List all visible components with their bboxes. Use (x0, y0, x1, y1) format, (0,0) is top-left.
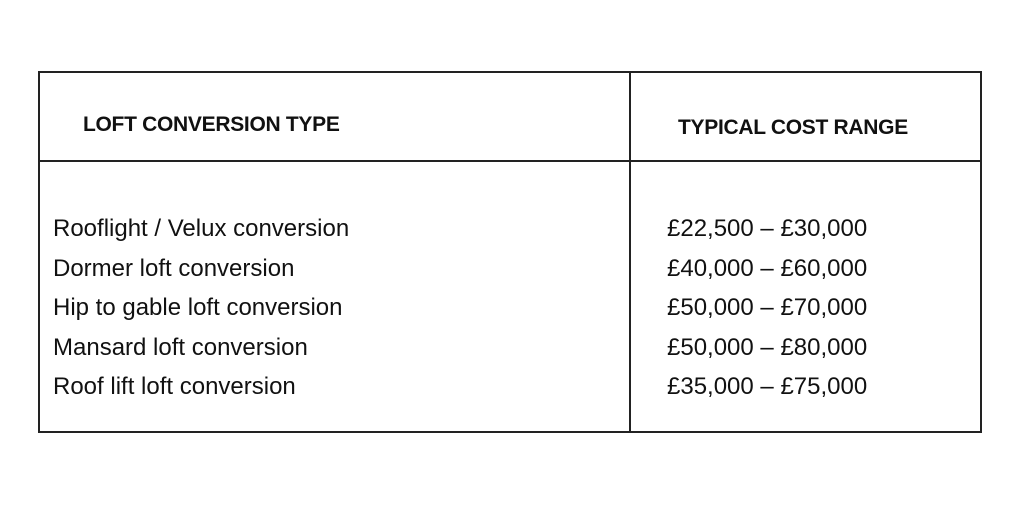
cost-cell: £35,000 – £75,000 (667, 373, 868, 400)
cost-cell: £50,000 – £80,000 (667, 333, 868, 361)
header-typical-cost-range: TYPICAL COST RANGE (678, 116, 908, 139)
cost-cell: £22,500 – £30,000 (667, 215, 868, 242)
column-divider (629, 73, 631, 431)
cost-table: LOFT CONVERSION TYPE TYPICAL COST RANGE … (38, 71, 982, 433)
cost-cell: £40,000 – £60,000 (667, 254, 868, 282)
type-cell: Roof lift loft conversion (53, 373, 296, 400)
header-divider (40, 160, 980, 162)
header-loft-conversion-type: LOFT CONVERSION TYPE (83, 113, 340, 136)
type-cell: Rooflight / Velux conversion (53, 215, 350, 242)
type-cell: Hip to gable loft conversion (53, 294, 343, 321)
type-cell: Dormer loft conversion (53, 254, 295, 282)
cost-column: £22,500 – £30,000 £40,000 – £60,000 £50,… (667, 209, 867, 407)
type-cell: Mansard loft conversion (53, 333, 308, 361)
type-column: Rooflight / Velux conversion Dormer loft… (53, 209, 349, 407)
cost-cell: £50,000 – £70,000 (667, 294, 868, 321)
